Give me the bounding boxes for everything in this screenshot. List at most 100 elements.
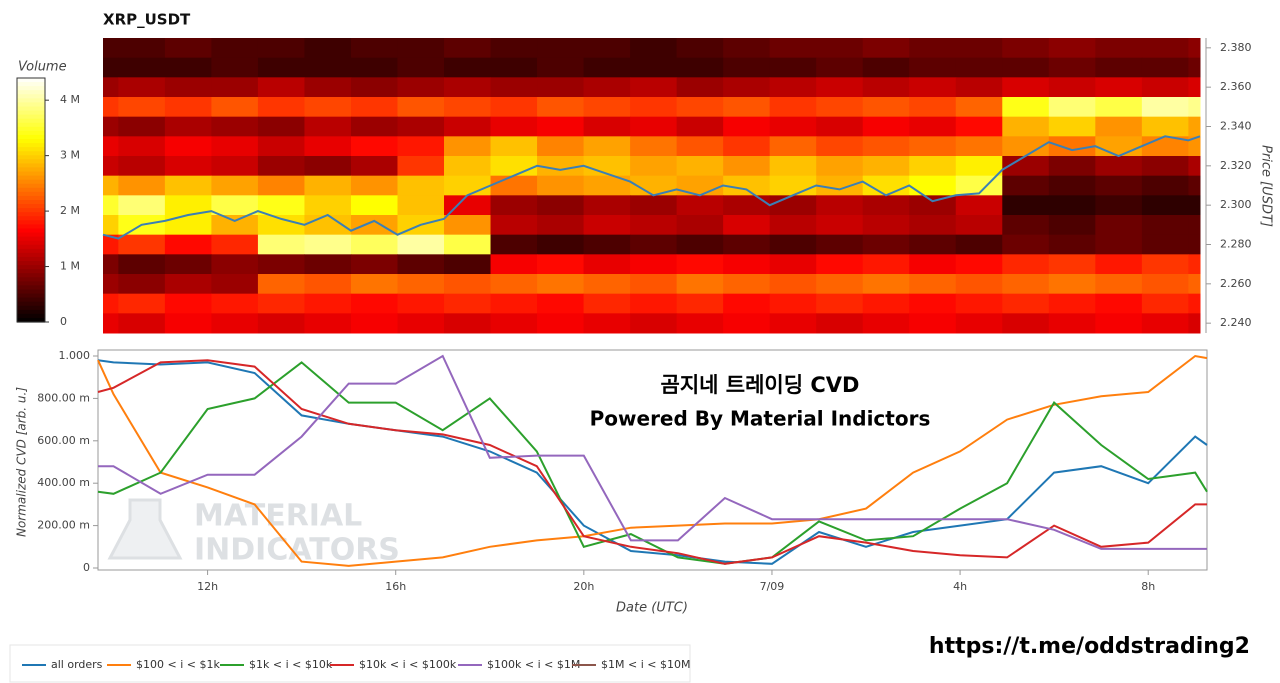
heat-cell	[211, 175, 259, 196]
heat-cell	[211, 313, 259, 334]
heat-cell	[816, 116, 864, 137]
heat-cell	[676, 313, 724, 334]
heat-cell	[909, 215, 957, 236]
colorbar-segment	[17, 118, 45, 124]
heat-cell	[444, 156, 492, 177]
heat-cell	[1095, 195, 1143, 216]
heat-cell	[862, 195, 910, 216]
heat-cell	[862, 234, 910, 255]
heat-cell	[537, 215, 585, 236]
heat-cell	[816, 293, 864, 314]
colorbar-segment	[17, 244, 45, 250]
heat-cell	[583, 136, 631, 157]
heat-cell	[397, 234, 445, 255]
heat-cell	[816, 38, 864, 59]
footer-url: https://t.me/oddstrading2	[929, 634, 1250, 659]
heat-cell	[1141, 293, 1189, 314]
heat-cell	[103, 293, 119, 314]
heat-cell	[1095, 175, 1143, 196]
heat-cell	[583, 215, 631, 236]
heat-cell	[444, 234, 492, 255]
heat-cell	[211, 57, 259, 78]
colorbar-segment	[17, 285, 45, 291]
heat-cell	[257, 234, 305, 255]
heat-cell	[1188, 215, 1201, 236]
heat-cell	[103, 313, 119, 334]
heat-cell	[1188, 116, 1201, 137]
colorbar-segment	[17, 269, 45, 274]
colorbar-segment	[17, 86, 45, 91]
heat-cell	[537, 195, 585, 216]
colorbar-segment	[17, 90, 45, 95]
heat-cell	[397, 97, 445, 118]
colorbar-segment	[17, 236, 45, 242]
heat-cell	[490, 97, 538, 118]
heat-cell	[1048, 274, 1096, 295]
y-tick-label: 2.380	[1220, 41, 1252, 54]
x-tick-label: 12h	[197, 580, 218, 593]
heat-cell	[723, 293, 771, 314]
heat-cell	[537, 136, 585, 157]
heat-cell	[583, 293, 631, 314]
colorbar-segment	[17, 171, 45, 177]
heat-cell	[103, 77, 119, 98]
heat-cell	[862, 57, 910, 78]
heat-cell	[723, 116, 771, 137]
heat-cell	[103, 274, 119, 295]
heat-cell	[769, 57, 817, 78]
colorbar-segment	[17, 167, 45, 173]
series-line	[97, 354, 1208, 567]
heat-cell	[304, 116, 352, 137]
y-tick-label: 1.000	[59, 349, 91, 362]
heat-cell	[769, 254, 817, 275]
x-tick-label: 16h	[385, 580, 406, 593]
heat-cell	[211, 195, 259, 216]
heat-cell	[955, 274, 1003, 295]
heat-cell	[1002, 175, 1050, 196]
legend-label: $100k < i < $1M	[487, 658, 580, 671]
heat-cell	[350, 293, 398, 314]
series-line	[97, 359, 1207, 565]
heat-cell	[1048, 38, 1096, 59]
heat-cell	[118, 38, 166, 59]
y-tick-label: 2.240	[1220, 316, 1252, 329]
heat-cell	[816, 156, 864, 177]
heat-cell	[955, 77, 1003, 98]
colorbar-segment	[17, 261, 45, 266]
y-tick-label: 2.320	[1220, 159, 1252, 172]
heat-cell	[1002, 156, 1050, 177]
colorbar-segment	[17, 106, 45, 112]
heat-cell	[955, 97, 1003, 118]
colorbar-segment	[17, 163, 45, 169]
heat-cell	[164, 175, 212, 196]
colorbar-segment	[17, 208, 45, 213]
watermark: INDICATORS	[194, 533, 400, 568]
colorbar-segment	[17, 265, 45, 270]
chart-title: XRP_USDT	[103, 11, 191, 29]
heat-cell	[955, 293, 1003, 314]
heat-cell	[118, 175, 166, 196]
heat-cell	[118, 274, 166, 295]
heat-cell	[1141, 97, 1189, 118]
y-axis-label: Price [USDT]	[1259, 145, 1274, 227]
colorbar-label: Volume	[18, 60, 67, 75]
heat-cell	[1048, 234, 1096, 255]
heat-cell	[397, 57, 445, 78]
heat-cell	[816, 175, 864, 196]
heat-cell	[769, 274, 817, 295]
heat-cell	[444, 97, 492, 118]
heat-cell	[1095, 116, 1143, 137]
colorbar-segment	[17, 130, 45, 136]
heat-cell	[909, 254, 957, 275]
colorbar-segment	[17, 212, 45, 217]
heat-cell	[630, 274, 678, 295]
heat-cell	[118, 97, 166, 118]
heat-cell	[537, 313, 585, 334]
y-tick-label: 200.00 m	[37, 519, 90, 532]
y-axis-label: Normalized CVD [arb. u.]	[15, 387, 29, 537]
colorbar-segment	[17, 126, 45, 132]
heat-cell	[630, 293, 678, 314]
heat-cell	[723, 234, 771, 255]
heat-cell	[1002, 97, 1050, 118]
heat-cell	[769, 175, 817, 196]
